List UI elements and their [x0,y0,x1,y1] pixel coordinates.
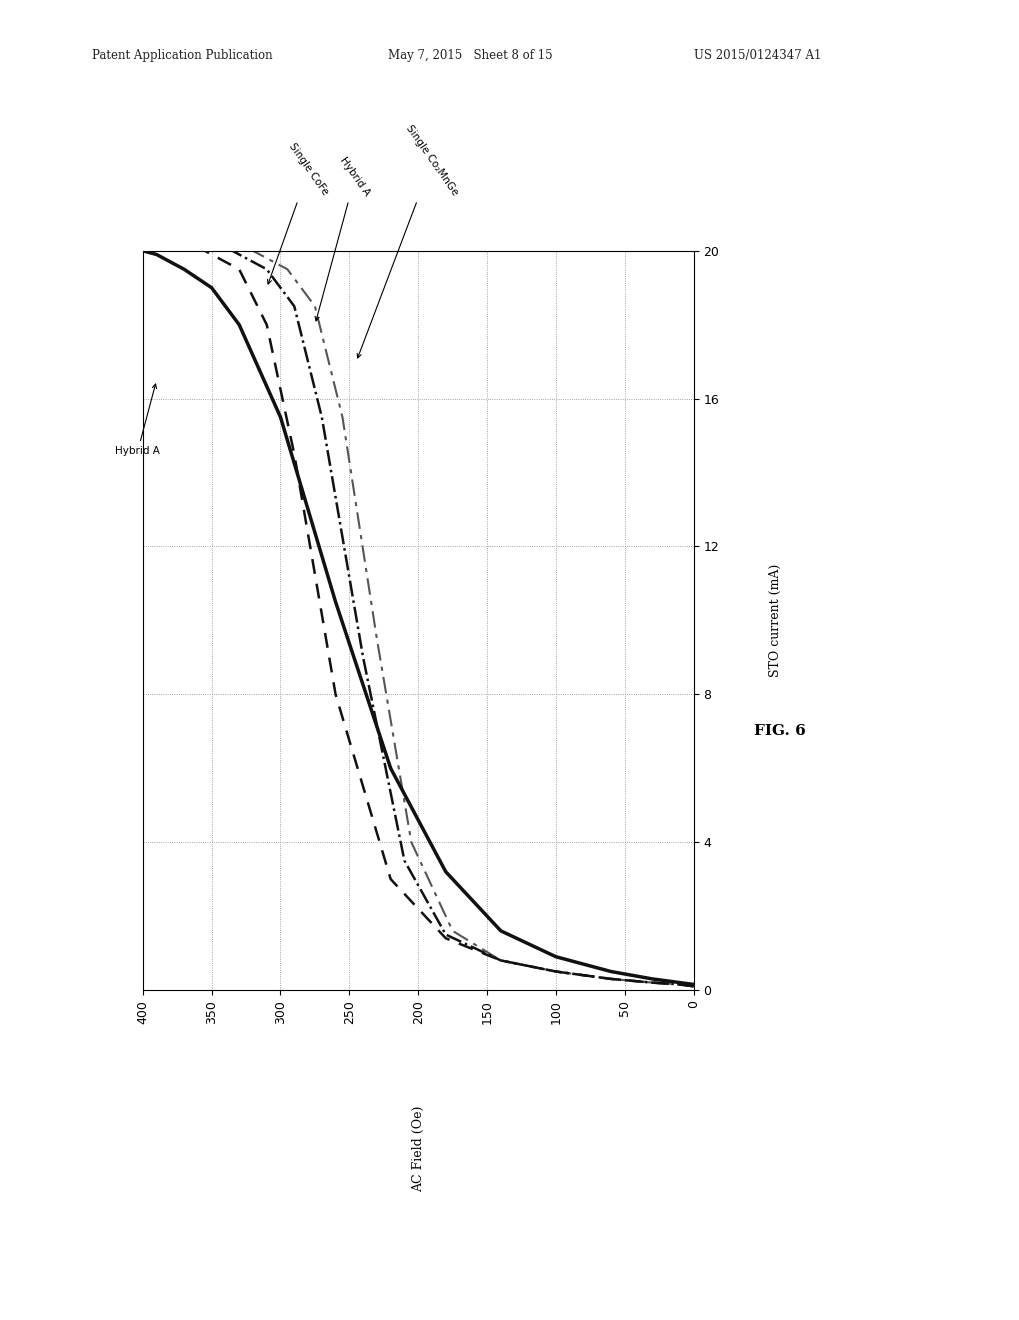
Text: Hybrid A: Hybrid A [315,154,372,321]
Text: FIG. 6: FIG. 6 [754,725,805,738]
Text: Single CoFe: Single CoFe [267,141,330,284]
Text: Hybrid A: Hybrid A [115,384,160,457]
Text: STO current (mA): STO current (mA) [768,564,781,677]
Text: Single Co₂MnGe: Single Co₂MnGe [357,123,460,358]
Text: AC Field (Oe): AC Field (Oe) [412,1105,424,1192]
Text: US 2015/0124347 A1: US 2015/0124347 A1 [693,49,820,62]
Text: Patent Application Publication: Patent Application Publication [92,49,272,62]
Text: May 7, 2015   Sheet 8 of 15: May 7, 2015 Sheet 8 of 15 [387,49,551,62]
